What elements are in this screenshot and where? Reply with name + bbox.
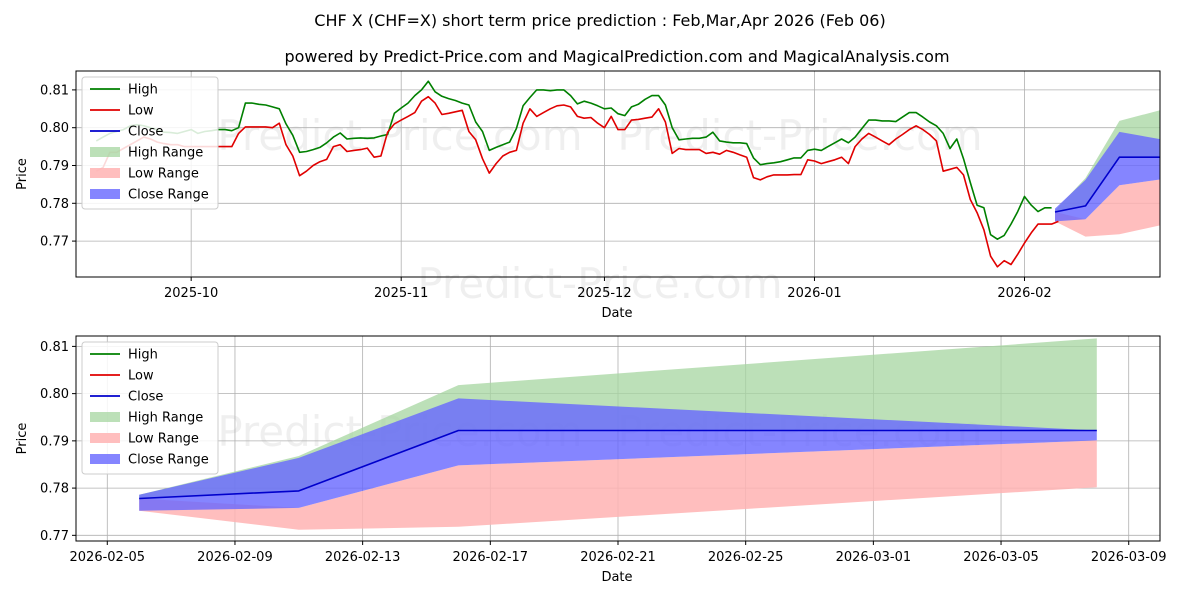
close-series-line xyxy=(1054,156,1160,213)
y-tick-label: 0.79 xyxy=(40,434,69,449)
watermark-text: Predict-Price.com xyxy=(417,259,782,308)
legend-label: High Range xyxy=(128,146,203,161)
y-tick-label: 0.77 xyxy=(40,529,69,544)
x-tick-label: 2026-02-13 xyxy=(325,550,401,565)
legend-swatch xyxy=(90,454,120,464)
high-series-line xyxy=(95,80,1052,240)
close-range-band xyxy=(139,398,1097,511)
legend-label: Close Range xyxy=(128,453,209,468)
chart-title: CHF X (CHF=X) short term price predictio… xyxy=(314,11,885,30)
legend-label: Low Range xyxy=(128,167,199,182)
plot-frame xyxy=(75,335,1161,542)
x-tick-label: 2026-01 xyxy=(787,286,841,301)
overview-panel: Predict-Price.com Predict-Price.com Predic… xyxy=(15,70,1161,321)
y-axis-label: Price xyxy=(15,423,30,455)
legend-swatch xyxy=(90,168,120,178)
low-range-band xyxy=(139,440,1097,530)
legend-label: Low Range xyxy=(128,432,199,447)
chart-subtitle: powered by Predict-Price.com and Magical… xyxy=(284,47,949,66)
x-tick-label: 2026-02 xyxy=(997,286,1051,301)
forecast-panel: Predict-Price.comPredict-Price.com2026-0… xyxy=(15,335,1167,585)
y-tick-label: 0.78 xyxy=(40,197,69,212)
y-tick-label: 0.80 xyxy=(40,387,69,402)
plot-frame xyxy=(75,70,1161,278)
x-tick-label: 2026-02-21 xyxy=(580,550,656,565)
watermark-text: Predict-Price.com xyxy=(217,111,582,160)
x-tick-label: 2026-02-09 xyxy=(197,550,273,565)
y-tick-label: 0.81 xyxy=(40,83,69,98)
legend-label: Close xyxy=(128,125,163,140)
x-tick-label: 2026-02-17 xyxy=(453,550,529,565)
x-tick-label: 2026-02-25 xyxy=(708,550,784,565)
y-tick-label: 0.79 xyxy=(40,159,69,174)
x-tick-label: 2025-10 xyxy=(164,286,218,301)
legend-label: High xyxy=(128,83,158,98)
legend-label: Low xyxy=(128,104,154,119)
y-tick-label: 0.78 xyxy=(40,482,69,497)
y-axis-label: Price xyxy=(15,158,30,190)
close-series-line xyxy=(139,429,1097,500)
y-tick-label: 0.80 xyxy=(40,121,69,136)
low-series-line xyxy=(95,95,1059,268)
y-tick-label: 0.77 xyxy=(40,235,69,250)
x-tick-label: 2026-03-05 xyxy=(963,550,1039,565)
close-range-band xyxy=(1055,131,1160,222)
legend-label: Close Range xyxy=(128,188,209,203)
x-tick-label: 2025-12 xyxy=(577,286,631,301)
legend-label: High Range xyxy=(128,411,203,426)
legend-label: High xyxy=(128,348,158,363)
legend-swatch xyxy=(90,147,120,157)
legend-swatch xyxy=(90,433,120,443)
x-tick-label: 2025-11 xyxy=(374,286,428,301)
legend-swatch xyxy=(90,189,120,199)
legend-label: Close xyxy=(128,390,163,405)
watermark-text: Predict-Price.com xyxy=(617,111,982,160)
low-range-band xyxy=(1055,179,1160,237)
x-tick-label: 2026-03-01 xyxy=(836,550,912,565)
legend-swatch xyxy=(90,412,120,422)
x-axis-label: Date xyxy=(601,306,632,321)
legend-label: Low xyxy=(128,369,154,384)
x-tick-label: 2026-02-05 xyxy=(70,550,146,565)
x-axis-label: Date xyxy=(601,570,632,585)
x-tick-label: 2026-03-09 xyxy=(1091,550,1167,565)
y-tick-label: 0.81 xyxy=(40,340,69,355)
